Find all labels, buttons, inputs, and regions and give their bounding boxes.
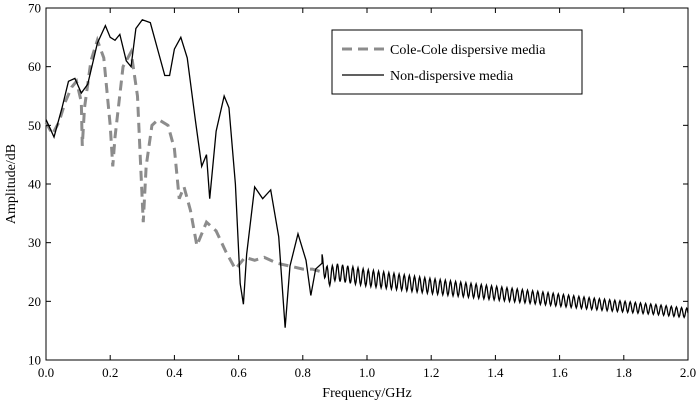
- x-tick-label: 1.4: [487, 365, 504, 380]
- y-tick-label: 40: [28, 177, 41, 192]
- y-tick-label: 30: [28, 235, 41, 250]
- axis-ticks: 0.0 0.2 0.4 0.6 0.8 1.0 1.2 1.4 1.6 1.8 2.0 10 20 30 4…: [28, 1, 696, 381]
- x-tick-label: 1.2: [423, 365, 439, 380]
- x-axis-title: Frequency/GHz: [322, 386, 411, 401]
- x-tick-label: 0.0: [38, 365, 54, 380]
- x-tick-label: 0.6: [230, 365, 247, 380]
- legend: Cole-Cole dispersive media Non-dispersiv…: [331, 29, 583, 95]
- legend-label-cole-cole: Cole-Cole dispersive media: [390, 43, 546, 58]
- x-tick-label: 1.0: [359, 365, 375, 380]
- x-tick-label: 0.2: [102, 365, 118, 380]
- series-non-dispersive-line: [45, 18, 689, 328]
- x-tick-label: 1.8: [616, 365, 632, 380]
- y-tick-label: 50: [28, 118, 41, 133]
- x-tick-label: 0.8: [295, 365, 311, 380]
- y-tick-label: 70: [28, 1, 41, 16]
- y-axis-title: Amplitude/dB: [4, 144, 19, 224]
- x-tick-label: 0.4: [166, 365, 183, 380]
- y-tick-label: 10: [28, 353, 41, 368]
- legend-box: [331, 29, 583, 95]
- series-cole-cole-line: [44, 35, 323, 274]
- x-tick-label: 1.6: [551, 365, 568, 380]
- legend-label-non-dispersive: Non-dispersive media: [390, 69, 514, 84]
- x-tick-label: 2.0: [680, 365, 696, 380]
- y-tick-label: 60: [28, 59, 41, 74]
- y-tick-label: 20: [28, 294, 41, 309]
